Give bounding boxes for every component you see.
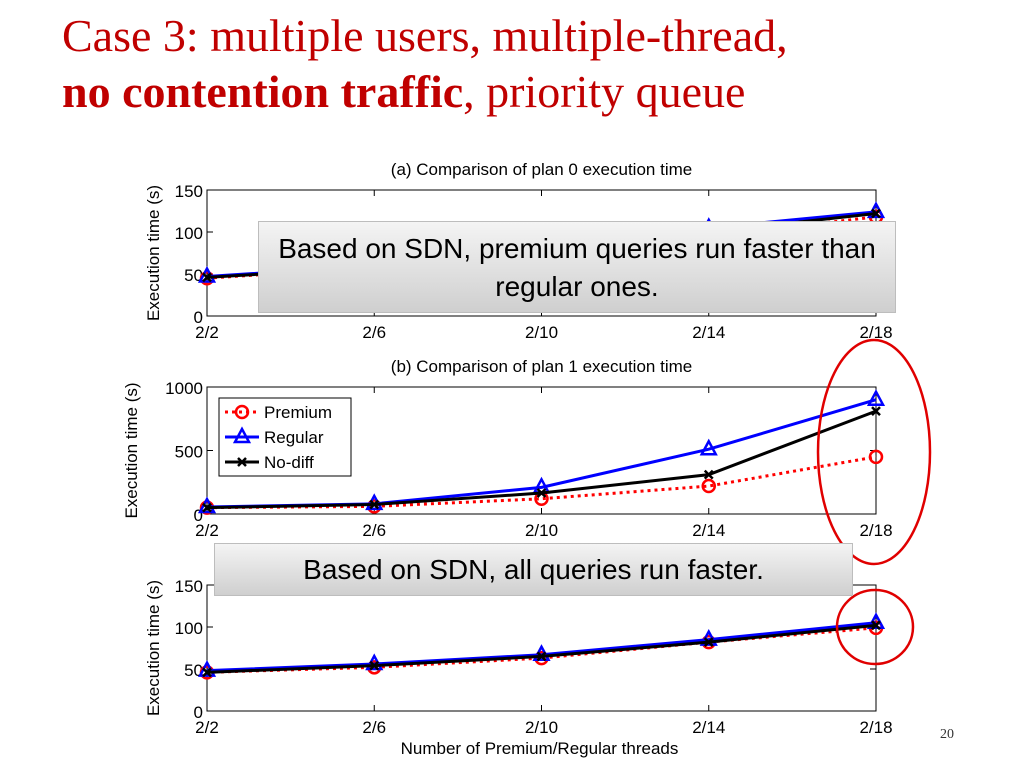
x-axis-label: Number of Premium/Regular threads	[401, 739, 679, 758]
data-point-no-diff	[871, 208, 881, 219]
slide-title: Case 3: multiple users, multiple-thread,…	[62, 8, 1002, 120]
x-tick-label: 2/6	[362, 718, 386, 737]
y-axis-label: Execution time (s)	[122, 382, 141, 518]
data-point-no-diff	[536, 651, 547, 662]
data-point-no-diff	[703, 637, 714, 648]
y-tick-label: 0	[194, 506, 203, 525]
data-point-no-diff	[703, 469, 714, 480]
y-tick-label: 150	[175, 577, 203, 596]
legend-marker	[237, 457, 247, 467]
data-point-premium	[701, 478, 716, 494]
callout-premium-faster: Based on SDN, premium queries run faster…	[258, 221, 896, 313]
x-tick-label: 2/14	[692, 323, 725, 342]
y-tick-label: 100	[175, 224, 203, 243]
x-tick-label: 2/2	[195, 521, 219, 540]
y-tick-label: 50	[184, 266, 203, 285]
x-tick-label: 2/10	[525, 323, 558, 342]
chart-2: (b) Comparison of plan 1 execution time 0…	[122, 357, 893, 540]
data-point-no-diff	[202, 667, 212, 678]
data-point-no-diff	[202, 272, 212, 283]
x-tick-label: 2/10	[525, 718, 558, 737]
legend-marker	[234, 404, 250, 420]
legend-label: Premium	[264, 403, 332, 422]
data-point-premium	[868, 449, 884, 465]
y-tick-label: 0	[194, 308, 203, 327]
x-tick-label: 2/18	[859, 323, 892, 342]
x-tick-label: 2/18	[859, 718, 892, 737]
data-point-no-diff	[536, 488, 547, 498]
y-tick-label: 50	[184, 661, 203, 680]
chart-title: (a) Comparison of plan 0 execution time	[391, 160, 692, 179]
x-tick-label: 2/2	[195, 323, 219, 342]
callout-all-faster: Based on SDN, all queries run faster.	[214, 543, 853, 596]
chart-title: (b) Comparison of plan 1 execution time	[391, 357, 692, 376]
x-tick-label: 2/6	[362, 323, 386, 342]
legend: Premium Regular No-diff	[218, 397, 352, 477]
x-tick-label: 2/10	[525, 521, 558, 540]
y-tick-label: 0	[194, 703, 203, 722]
y-tick-label: 150	[175, 182, 203, 201]
legend-marker	[232, 426, 252, 444]
y-tick-label: 1000	[165, 379, 203, 398]
data-point-no-diff	[202, 502, 212, 513]
data-point-no-diff	[871, 406, 881, 417]
y-axis-label: Execution time (s)	[144, 185, 163, 321]
x-tick-label: 2/18	[859, 521, 892, 540]
x-tick-label: 2/6	[362, 521, 386, 540]
title-line1: Case 3: multiple users, multiple-thread,	[62, 10, 788, 61]
y-tick-label: 500	[175, 443, 203, 462]
x-tick-label: 2/14	[692, 718, 725, 737]
legend-label: Regular	[264, 428, 324, 447]
data-point-regular	[699, 438, 718, 456]
legend-label: No-diff	[264, 453, 314, 472]
title-rest: , priority queue	[463, 66, 746, 117]
title-bold: no contention traffic	[62, 66, 464, 117]
chart-3: 0 50 100 150 2/2 2/6 2/10 2/14 2/18 Execution tim…	[144, 577, 893, 758]
slide-number: 20	[940, 727, 954, 742]
data-point-no-diff	[871, 620, 881, 631]
data-point-no-diff	[369, 660, 380, 671]
data-point-no-diff	[369, 499, 380, 510]
x-tick-label: 2/2	[195, 718, 219, 737]
data-point-regular	[866, 389, 886, 406]
x-tick-label: 2/14	[692, 521, 725, 540]
y-tick-label: 100	[175, 619, 203, 638]
y-axis-label: Execution time (s)	[144, 580, 163, 716]
highlight-ellipse-plot1	[816, 338, 932, 566]
highlight-ellipse-plot2	[835, 588, 915, 666]
